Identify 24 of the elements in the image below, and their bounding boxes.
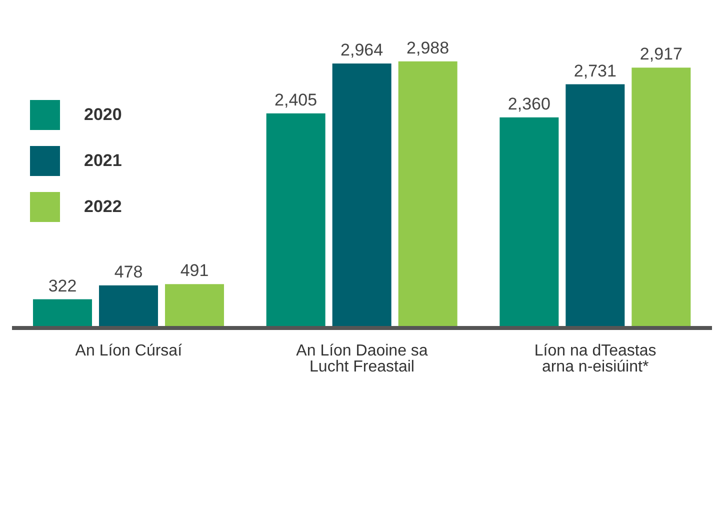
legend-label: 2020: [84, 105, 122, 125]
data-label: 322: [48, 276, 77, 296]
data-label: 491: [180, 261, 209, 280]
data-label: 2,405: [274, 90, 318, 110]
data-label: 2,964: [340, 40, 384, 60]
x-tick-label: An Líon Cúrsaí: [75, 342, 183, 360]
bar: [632, 68, 691, 328]
bar: [566, 84, 625, 328]
legend-label: 2022: [84, 197, 122, 217]
data-label: 2,731: [574, 61, 616, 80]
bar: [99, 285, 158, 328]
bar: [266, 113, 326, 328]
data-label: 478: [114, 262, 143, 282]
x-tick-label: Líon na dTeastas arna n-eisiúint*: [534, 342, 656, 376]
data-label: 2,360: [508, 94, 550, 114]
bar: [398, 61, 458, 328]
bar: [165, 284, 224, 328]
bar: [500, 117, 559, 328]
legend-label: 2021: [84, 151, 122, 171]
data-label: 2,988: [406, 38, 450, 58]
bar: [33, 299, 92, 328]
data-label: 2,917: [640, 44, 682, 64]
x-tick-label: An Líon Daoine sa Lucht Freastail: [296, 342, 428, 376]
bar: [332, 63, 392, 328]
